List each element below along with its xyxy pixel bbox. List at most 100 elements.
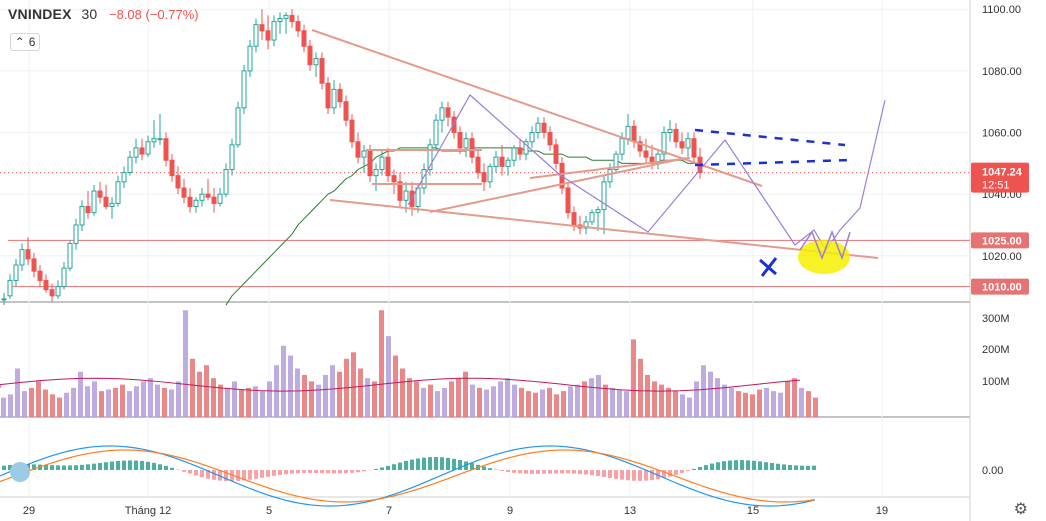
candle-body <box>295 21 301 32</box>
volume-bar <box>624 391 629 417</box>
candle-body <box>85 205 91 214</box>
volume-bar <box>512 384 517 417</box>
volume-bar <box>113 387 118 417</box>
candle-body <box>259 24 265 32</box>
price-tick-label: 1100.00 <box>982 4 1021 16</box>
macd-histogram-bar <box>704 465 708 470</box>
volume-bar <box>22 391 27 417</box>
macd-histogram-bar <box>398 462 402 470</box>
volume-bar <box>764 387 769 417</box>
macd-histogram-bar <box>50 465 54 470</box>
volume-tick-label: 200M <box>982 344 1010 356</box>
candle-body <box>283 14 289 19</box>
volume-bar <box>337 371 342 417</box>
macd-histogram-bar <box>434 457 438 470</box>
volume-bar <box>92 381 97 417</box>
candle-body <box>397 181 403 201</box>
candle-body <box>367 150 373 177</box>
gear-icon[interactable]: ⚙ <box>1013 501 1028 518</box>
candle-body <box>493 156 499 167</box>
volume-bar <box>120 384 125 417</box>
volume-bar <box>778 392 783 417</box>
macd-histogram-bar <box>488 468 492 470</box>
candle-body <box>325 82 331 109</box>
level-badge <box>971 232 1029 249</box>
symbol-label: VNINDEX <box>8 6 72 22</box>
candle-body <box>1 298 7 301</box>
macd-histogram-bar <box>506 470 510 472</box>
candle-body <box>241 70 247 109</box>
candle-body <box>637 141 643 152</box>
candle-body <box>373 168 379 177</box>
macd-histogram-bar <box>530 470 534 474</box>
macd-histogram-bar <box>812 465 816 470</box>
candle-body <box>601 181 607 211</box>
macd-histogram-bar <box>746 460 750 470</box>
macd-histogram-bar <box>794 465 798 470</box>
candle-body <box>523 141 529 155</box>
macd-histogram-bar <box>566 470 570 474</box>
volume-bar <box>715 378 720 417</box>
candle-body <box>475 156 481 174</box>
volume-bar <box>232 381 237 417</box>
macd-histogram-bar <box>68 465 72 470</box>
volume-bar <box>141 381 146 417</box>
volume-bar <box>813 397 818 417</box>
price-tick-label: 1080.00 <box>982 66 1022 78</box>
candle-body <box>31 258 37 272</box>
candle-body <box>439 107 445 121</box>
candle-body <box>313 58 319 66</box>
macd-histogram-bar <box>788 464 792 470</box>
macd-histogram-bar <box>254 470 258 479</box>
macd-histogram-bar <box>2 465 6 470</box>
macd-histogram-bar <box>428 457 432 470</box>
macd-histogram-bar <box>644 470 648 481</box>
price-tick-label: 1020.00 <box>982 251 1022 263</box>
candle-body <box>427 144 433 170</box>
volume-bar <box>15 368 20 417</box>
macd-histogram-bar <box>740 460 744 470</box>
macd-histogram-bar <box>422 457 426 470</box>
macd-histogram-bar <box>416 458 420 470</box>
drawings-layer[interactable] <box>311 29 886 277</box>
candle-body <box>481 172 487 183</box>
volume-bar <box>281 345 286 417</box>
time-tick-label: 7 <box>386 505 392 517</box>
volume-bar <box>421 387 426 417</box>
candle-body <box>631 125 637 143</box>
volume-bar <box>57 397 62 417</box>
volume-bar <box>246 387 251 417</box>
candle-body <box>361 150 367 158</box>
volume-tick-label: 300M <box>982 313 1010 325</box>
candle-body <box>505 159 511 167</box>
projection-path <box>407 94 886 252</box>
volume-bar <box>771 391 776 417</box>
candle-body <box>61 267 67 288</box>
blue-dash-line <box>694 158 853 167</box>
macd-histogram-bar <box>164 465 168 470</box>
candle-body <box>643 150 649 158</box>
volume-bar <box>526 391 531 417</box>
macd-histogram-bar <box>602 470 606 477</box>
volume-bar <box>50 394 55 417</box>
candle-body <box>571 212 577 226</box>
volume-bar <box>463 371 468 417</box>
macd-histogram-bar <box>770 462 774 470</box>
indicator-count: 6 <box>28 35 36 49</box>
candle-body <box>133 147 139 158</box>
volume-bar <box>491 386 496 417</box>
time-tick-label: Tháng 12 <box>125 505 171 517</box>
candle-body <box>55 286 61 297</box>
indicator-toggle-button[interactable]: ⌃ 6 <box>10 33 40 51</box>
volume-bar <box>477 387 482 417</box>
volume-bar <box>540 389 545 417</box>
macd-histogram-bar <box>134 460 138 470</box>
volume-bar <box>239 389 244 417</box>
volume-bar <box>8 394 13 417</box>
time-tick-label: 5 <box>266 505 272 517</box>
macd-histogram-bar <box>584 470 588 475</box>
volume-bar <box>197 371 202 417</box>
candle-body <box>265 30 271 41</box>
volume-bar <box>806 391 811 417</box>
